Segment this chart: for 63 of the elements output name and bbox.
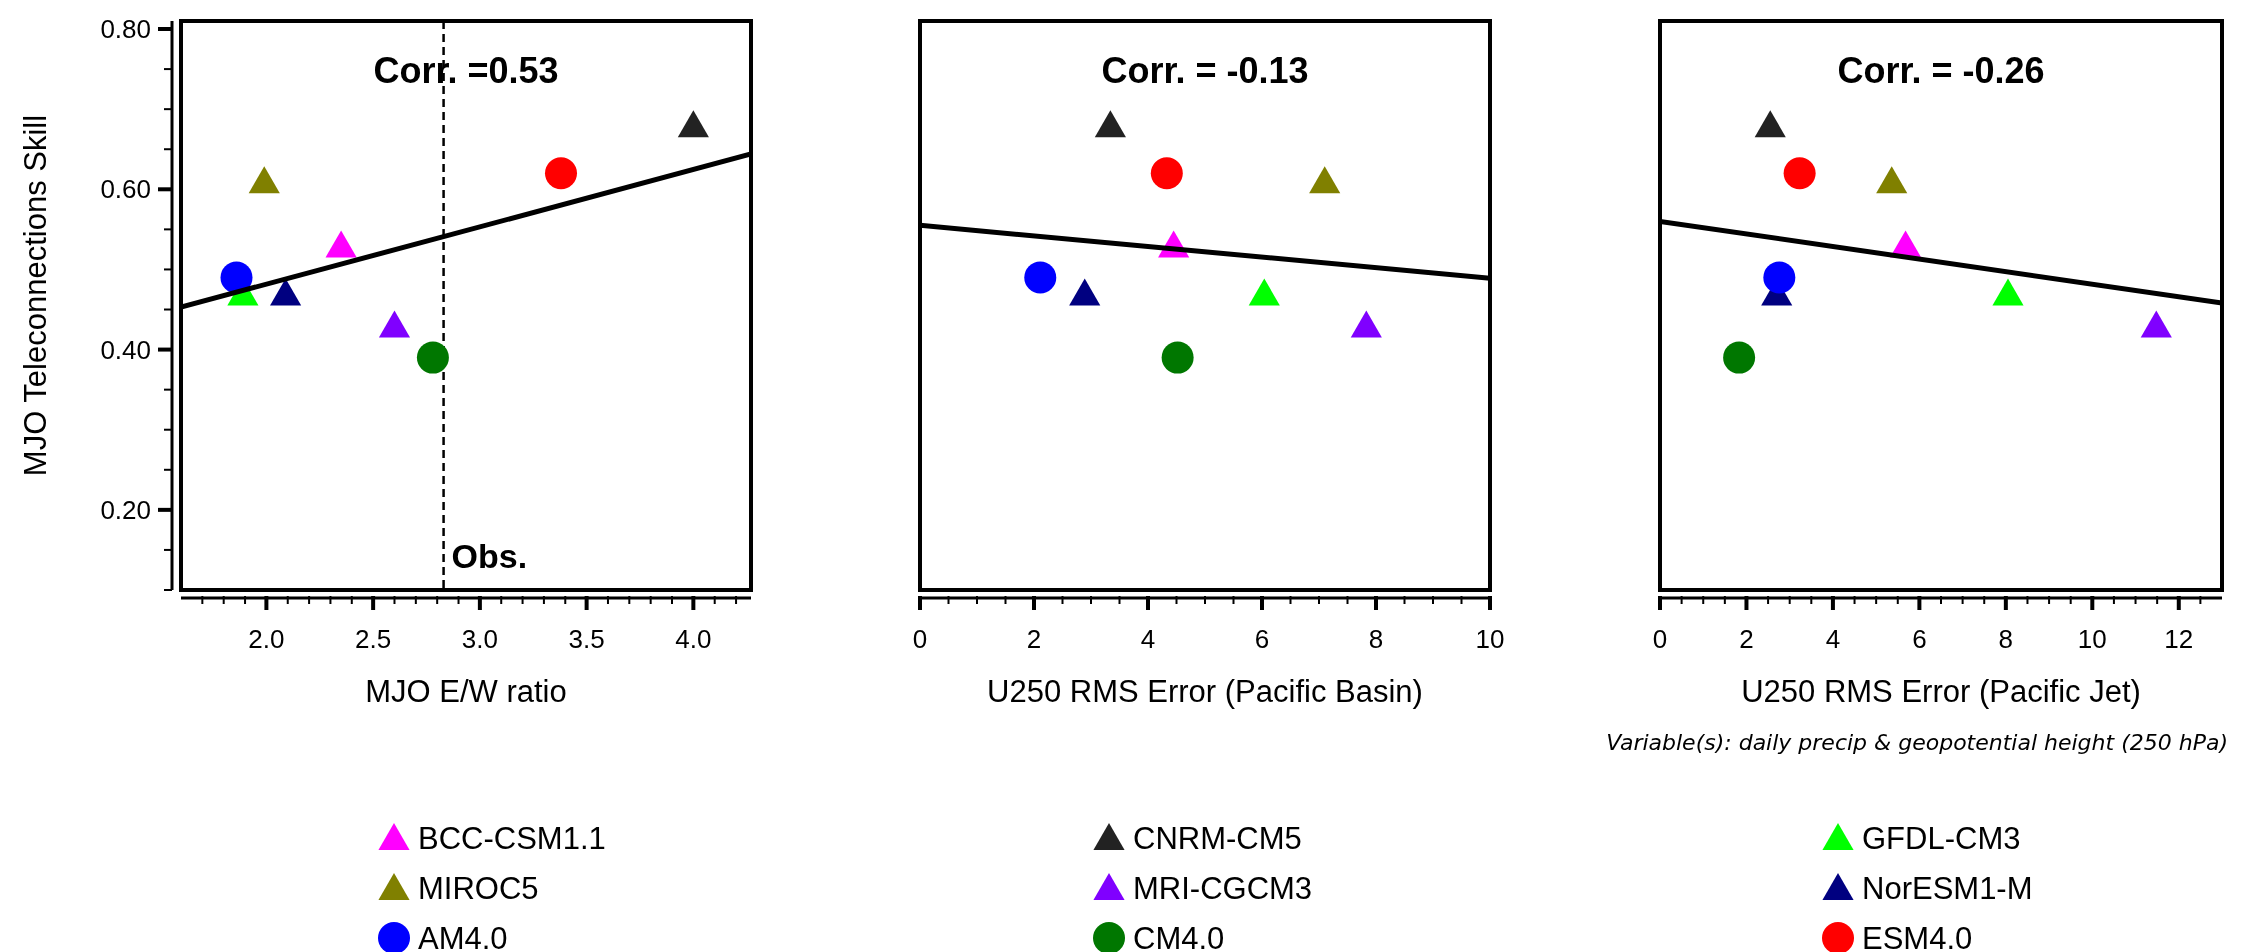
x-tick-label: 10: [1475, 624, 1505, 654]
x-tick-label: 2.5: [355, 624, 392, 654]
text: Variable(s): daily precip & geopotential height (250 hPa): [1606, 730, 2228, 755]
x-tick-label: 10: [2077, 624, 2107, 654]
point: [1754, 110, 1786, 138]
point: [1150, 157, 1183, 190]
x-tick-label: 0: [912, 624, 928, 654]
legend-label: AM4.0: [418, 921, 508, 952]
x-tick-label: 2.0: [248, 624, 285, 654]
point: [1094, 110, 1126, 138]
point: [545, 157, 577, 190]
point: [2140, 310, 2172, 338]
annotation: Corr. = -0.13: [1101, 50, 1309, 91]
point: [1763, 261, 1796, 294]
point: [220, 261, 253, 294]
legend-label: GFDL-CM3: [1862, 821, 2021, 856]
y-tick-label: 0.20: [100, 494, 151, 525]
x-tick-label: 6: [1912, 624, 1927, 654]
y-axis-title: MJO Teleconnections Skill: [18, 114, 53, 477]
point: [248, 166, 280, 194]
legend-label: MRI-CGCM3: [1133, 871, 1313, 906]
point: [1309, 166, 1341, 194]
legend-label: ESM4.0: [1862, 921, 1973, 952]
y-tick-label: 0.60: [100, 174, 151, 205]
point: [1723, 341, 1756, 374]
legend-label: BCC-CSM1.1: [418, 821, 606, 856]
annotation: Corr. =0.53: [373, 50, 559, 91]
x-tick-label: 2: [1739, 624, 1754, 654]
x-axis-title: U250 RMS Error (Pacific Jet): [1741, 674, 2141, 709]
legend-label: NorESM1-M: [1862, 871, 2033, 906]
point: [1069, 278, 1101, 306]
legend-label: CNRM-CM5: [1133, 821, 1302, 856]
point: [1992, 278, 2024, 306]
x-tick-label: 4: [1825, 624, 1841, 654]
x-tick-label: 4.0: [675, 624, 712, 654]
point: [1248, 278, 1280, 306]
point: [378, 310, 411, 338]
annotation: Corr. = -0.26: [1837, 50, 2045, 91]
x-tick-label: 3.0: [461, 624, 498, 654]
point: [1876, 166, 1908, 194]
point: [1350, 310, 1382, 338]
point: [1024, 261, 1057, 294]
point: [270, 278, 302, 306]
point: [416, 341, 449, 374]
x-axis-title: U250 RMS Error (Pacific Basin): [987, 674, 1423, 709]
x-tick-label: 0: [1652, 624, 1668, 654]
point: [1161, 341, 1194, 374]
ref-line-label: Obs.: [451, 537, 528, 575]
x-axis-title: MJO E/W ratio: [365, 674, 567, 709]
x-tick-label: 8: [1368, 624, 1384, 654]
x-tick-label: 4: [1140, 624, 1156, 654]
y-tick-label: 0.80: [100, 14, 151, 45]
x-tick-label: 8: [1998, 624, 2014, 654]
x-tick-label: 2: [1026, 624, 1042, 654]
x-tick-label: 6: [1254, 624, 1270, 654]
x-tick-label: 12: [2164, 624, 2194, 654]
x-tick-label: 3.5: [568, 624, 605, 654]
point: [677, 110, 709, 138]
point: [325, 230, 357, 258]
legend-label: CM4.0: [1133, 921, 1225, 952]
y-tick-label: 0.40: [100, 334, 151, 365]
point: [1783, 157, 1816, 190]
legend-label: MIROC5: [418, 871, 539, 906]
